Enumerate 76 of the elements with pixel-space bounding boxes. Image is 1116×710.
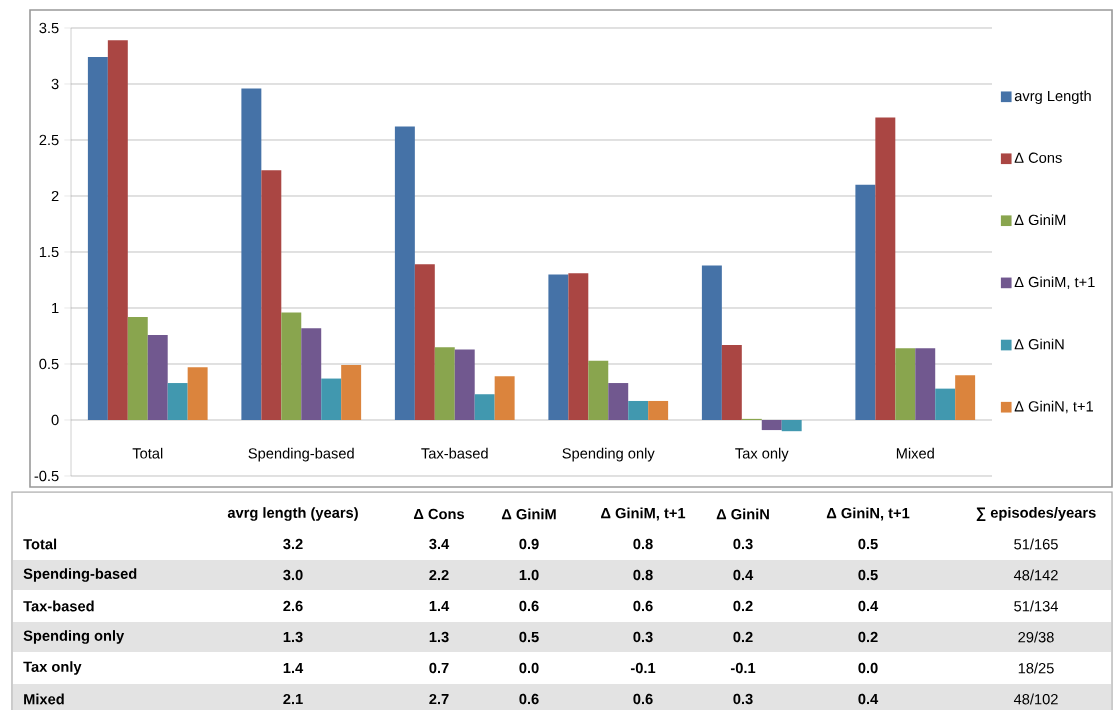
text: -0.1 (630, 662, 656, 674)
text: 0.2 (858, 631, 878, 643)
text: 0.5 (519, 631, 539, 643)
text: 0.5 (858, 538, 878, 550)
text: 1.3 (283, 631, 303, 643)
text: 1.3 (429, 631, 449, 643)
legend-label: Δ GiniM, t+1 (1014, 276, 1095, 289)
text: 2.6 (283, 600, 303, 612)
text: 51/134 (1014, 600, 1058, 612)
text: 3.2 (283, 538, 303, 550)
text: 0.8 (633, 538, 653, 550)
legend-label: avrg Length (1014, 90, 1091, 105)
category-label: Total (23, 538, 57, 550)
x-tick-label: Total (132, 447, 163, 459)
text: 0.8 (633, 569, 653, 581)
text: 0.7 (429, 662, 449, 674)
text: 0.6 (519, 600, 539, 612)
legend-label: Δ Cons (1014, 152, 1062, 163)
x-tick-label: Mixed (896, 447, 934, 459)
text: avrg length (years) (227, 507, 358, 521)
text: 29/38 (1018, 631, 1054, 643)
text: 2.2 (429, 569, 449, 581)
category-label: Spending-based (23, 568, 137, 582)
text: 1.4 (283, 662, 304, 674)
text: Δ GiniM, t+1 (601, 507, 686, 521)
text: 0.3 (733, 693, 753, 705)
text: Δ GiniN (716, 508, 769, 520)
text: 2.1 (283, 693, 303, 705)
text: Δ Cons (413, 508, 465, 520)
text: 0.5 (858, 569, 878, 581)
text: 1.0 (519, 569, 539, 581)
text: 1.4 (429, 600, 450, 612)
text: ∑ episodes/years (976, 507, 1096, 521)
text: 18/25 (1018, 662, 1054, 674)
x-tick-label: Spending-based (248, 447, 354, 462)
text: 2.7 (429, 693, 449, 705)
y-tick-label: -0.5 (34, 470, 59, 482)
text: 0.4 (733, 569, 754, 581)
text: -0.1 (730, 662, 756, 674)
legend-label: Δ GiniN (1014, 338, 1064, 350)
category-label: Tax only (23, 661, 82, 675)
text: 0.4 (858, 600, 879, 612)
text: 0.3 (733, 538, 753, 550)
text: 48/142 (1013, 569, 1058, 581)
text: 48/102 (1013, 693, 1058, 705)
text: 0.9 (519, 538, 539, 550)
y-tick-label: 2 (51, 190, 59, 202)
text: 0.3 (633, 631, 653, 643)
text: 51/165 (1014, 538, 1058, 550)
text: 3.0 (283, 569, 303, 581)
category-label: Tax-based (23, 600, 94, 612)
y-tick-label: 0.5 (39, 358, 59, 370)
y-tick-label: 3.5 (39, 22, 59, 34)
category-label: Spending only (23, 630, 125, 644)
y-tick-label: 1 (52, 302, 59, 314)
y-tick-label: 2.5 (39, 134, 59, 146)
y-tick-label: 1.5 (39, 246, 59, 258)
text: 0.0 (858, 662, 878, 674)
y-tick-label: 0 (51, 414, 59, 426)
text: 0.6 (633, 600, 653, 612)
x-tick-label: Spending only (562, 447, 655, 462)
x-tick-label: Tax only (735, 447, 789, 462)
text: Δ GiniN, t+1 (826, 507, 910, 521)
text: Δ GiniM (501, 508, 556, 520)
x-tick-label: Tax-based (421, 447, 488, 459)
legend-label: Δ GiniN, t+1 (1014, 400, 1093, 414)
text: 0.0 (519, 662, 539, 674)
text: 0.6 (633, 693, 653, 705)
legend-label: Δ GiniM (1014, 214, 1066, 226)
text: 3.4 (429, 538, 450, 550)
y-tick-label: 3 (51, 78, 59, 90)
text: 0.4 (858, 693, 879, 705)
category-label: Mixed (24, 693, 64, 705)
text: 0.6 (519, 693, 539, 705)
text: 0.2 (733, 600, 753, 612)
text: 0.2 (733, 631, 753, 643)
